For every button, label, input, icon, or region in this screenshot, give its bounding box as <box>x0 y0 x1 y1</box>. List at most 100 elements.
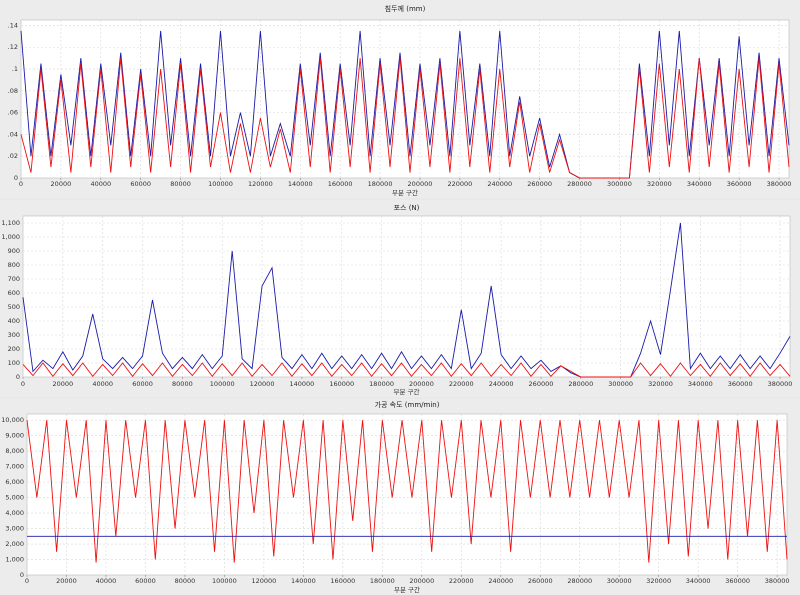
x-tick-label: 340000 <box>686 577 711 585</box>
y-tick-label: 900 <box>8 247 20 255</box>
x-tick-label: 260000 <box>527 180 552 188</box>
y-tick-label: .06 <box>8 109 18 117</box>
x-tick-label: 180000 <box>369 380 394 388</box>
x-tick-label: 280000 <box>568 380 593 388</box>
x-tick-label: 320000 <box>648 380 673 388</box>
x-tick-label: 180000 <box>368 180 393 188</box>
y-tick-label: 4,000 <box>5 509 24 517</box>
y-tick-label: 2,000 <box>5 540 24 548</box>
x-tick-label: 320000 <box>646 577 671 585</box>
y-tick-label: 1,000 <box>1 233 20 241</box>
x-tick-label: 40000 <box>92 380 113 388</box>
y-tick-label: 100 <box>8 359 20 367</box>
y-tick-label: 3,000 <box>5 525 24 533</box>
x-tick-label: 240000 <box>488 577 513 585</box>
x-tick-label: 340000 <box>688 380 713 388</box>
x-tick-label: 300000 <box>608 380 633 388</box>
y-tick-label: .02 <box>8 152 18 160</box>
y-tick-label: 8,000 <box>5 447 24 455</box>
x-tick-label: 380000 <box>765 577 790 585</box>
x-tick-label: 20000 <box>53 380 74 388</box>
x-tick-label: 360000 <box>728 380 753 388</box>
y-tick-label: 0 <box>14 174 18 182</box>
x-tick-label: 0 <box>21 380 25 388</box>
x-tick-label: 60000 <box>130 180 151 188</box>
x-tick-label: 340000 <box>687 180 712 188</box>
x-tick-label: 80000 <box>172 380 193 388</box>
y-tick-label: 0 <box>20 571 24 579</box>
chart-panel: 0 1,000 2,000 3,000 4,000 5,000 6,000 7,000 8,00… <box>0 399 800 595</box>
y-tick-label: 500 <box>8 303 20 311</box>
plot-area <box>22 215 791 378</box>
x-axis-label: 부분 구간 <box>394 387 420 396</box>
x-tick-label: 300000 <box>607 577 632 585</box>
y-tick-label: 600 <box>8 289 20 297</box>
x-tick-label: 380000 <box>767 180 792 188</box>
series-line <box>20 30 790 179</box>
y-tick-label: 200 <box>8 345 20 353</box>
x-tick-label: 240000 <box>487 180 512 188</box>
x-tick-label: 320000 <box>647 180 672 188</box>
y-tick-label: .14 <box>8 21 18 29</box>
x-tick-label: 380000 <box>768 380 793 388</box>
series-line <box>22 362 791 378</box>
x-tick-label: 120000 <box>250 380 275 388</box>
chart-title: 침두께 (mm) <box>385 5 426 13</box>
x-tick-label: 80000 <box>175 577 196 585</box>
y-tick-label: 800 <box>8 261 20 269</box>
x-tick-label: 220000 <box>449 380 474 388</box>
series-line <box>22 222 791 378</box>
chart-title: 포스 (N) <box>394 204 420 212</box>
x-tick-label: 360000 <box>725 577 750 585</box>
x-tick-label: 60000 <box>135 577 156 585</box>
x-tick-label: 20000 <box>56 577 77 585</box>
y-tick-label: 7,000 <box>5 463 24 471</box>
x-tick-label: 40000 <box>90 180 111 188</box>
y-tick-label: 700 <box>8 275 20 283</box>
x-tick-label: 140000 <box>288 180 313 188</box>
chart-panel: 0 100 200 300 400 500 600 700 800 900 1,000 1,100 0 2… <box>0 200 800 397</box>
x-tick-label: 200000 <box>409 577 434 585</box>
x-tick-label: 120000 <box>248 180 273 188</box>
x-tick-label: 140000 <box>291 577 316 585</box>
x-tick-label: 280000 <box>567 180 592 188</box>
x-tick-label: 20000 <box>51 180 72 188</box>
y-tick-label: .04 <box>8 130 18 138</box>
x-tick-label: 160000 <box>329 380 354 388</box>
x-tick-label: 0 <box>25 577 29 585</box>
y-tick-label: .12 <box>8 43 18 51</box>
x-tick-label: 0 <box>19 180 23 188</box>
x-tick-label: 140000 <box>289 380 314 388</box>
chart-title: 가공 속도 (mm/min) <box>375 400 440 409</box>
x-tick-label: 100000 <box>210 380 235 388</box>
y-tick-label: .1 <box>12 65 18 73</box>
y-tick-label: 300 <box>8 331 20 339</box>
x-tick-label: 300000 <box>607 180 632 188</box>
x-axis-label: 부분 구간 <box>392 188 418 197</box>
y-tick-label: 400 <box>8 317 20 325</box>
x-tick-label: 120000 <box>251 577 276 585</box>
x-tick-label: 360000 <box>727 180 752 188</box>
x-tick-label: 180000 <box>370 577 395 585</box>
x-tick-label: 160000 <box>330 577 355 585</box>
chart-panel: 0 .02 .04 .06 .08 .1 .12 .14 0 20000 40000 60000 800… <box>0 0 800 198</box>
x-tick-label: 100000 <box>212 577 237 585</box>
x-tick-label: 260000 <box>528 577 553 585</box>
y-tick-label: .08 <box>8 87 18 95</box>
x-tick-label: 220000 <box>449 577 474 585</box>
x-tick-label: 260000 <box>529 380 554 388</box>
y-tick-label: 5,000 <box>5 494 24 502</box>
x-axis-label: 부분 구간 <box>394 585 420 594</box>
x-tick-label: 100000 <box>208 180 233 188</box>
x-tick-label: 200000 <box>408 180 433 188</box>
x-tick-label: 220000 <box>447 180 472 188</box>
x-tick-label: 60000 <box>132 380 153 388</box>
y-tick-label: 1,100 <box>1 219 20 227</box>
x-tick-label: 200000 <box>409 380 434 388</box>
y-tick-label: 6,000 <box>5 478 24 486</box>
y-tick-label: 0 <box>16 373 20 381</box>
y-tick-label: 1,000 <box>5 556 24 564</box>
x-tick-label: 80000 <box>170 180 191 188</box>
